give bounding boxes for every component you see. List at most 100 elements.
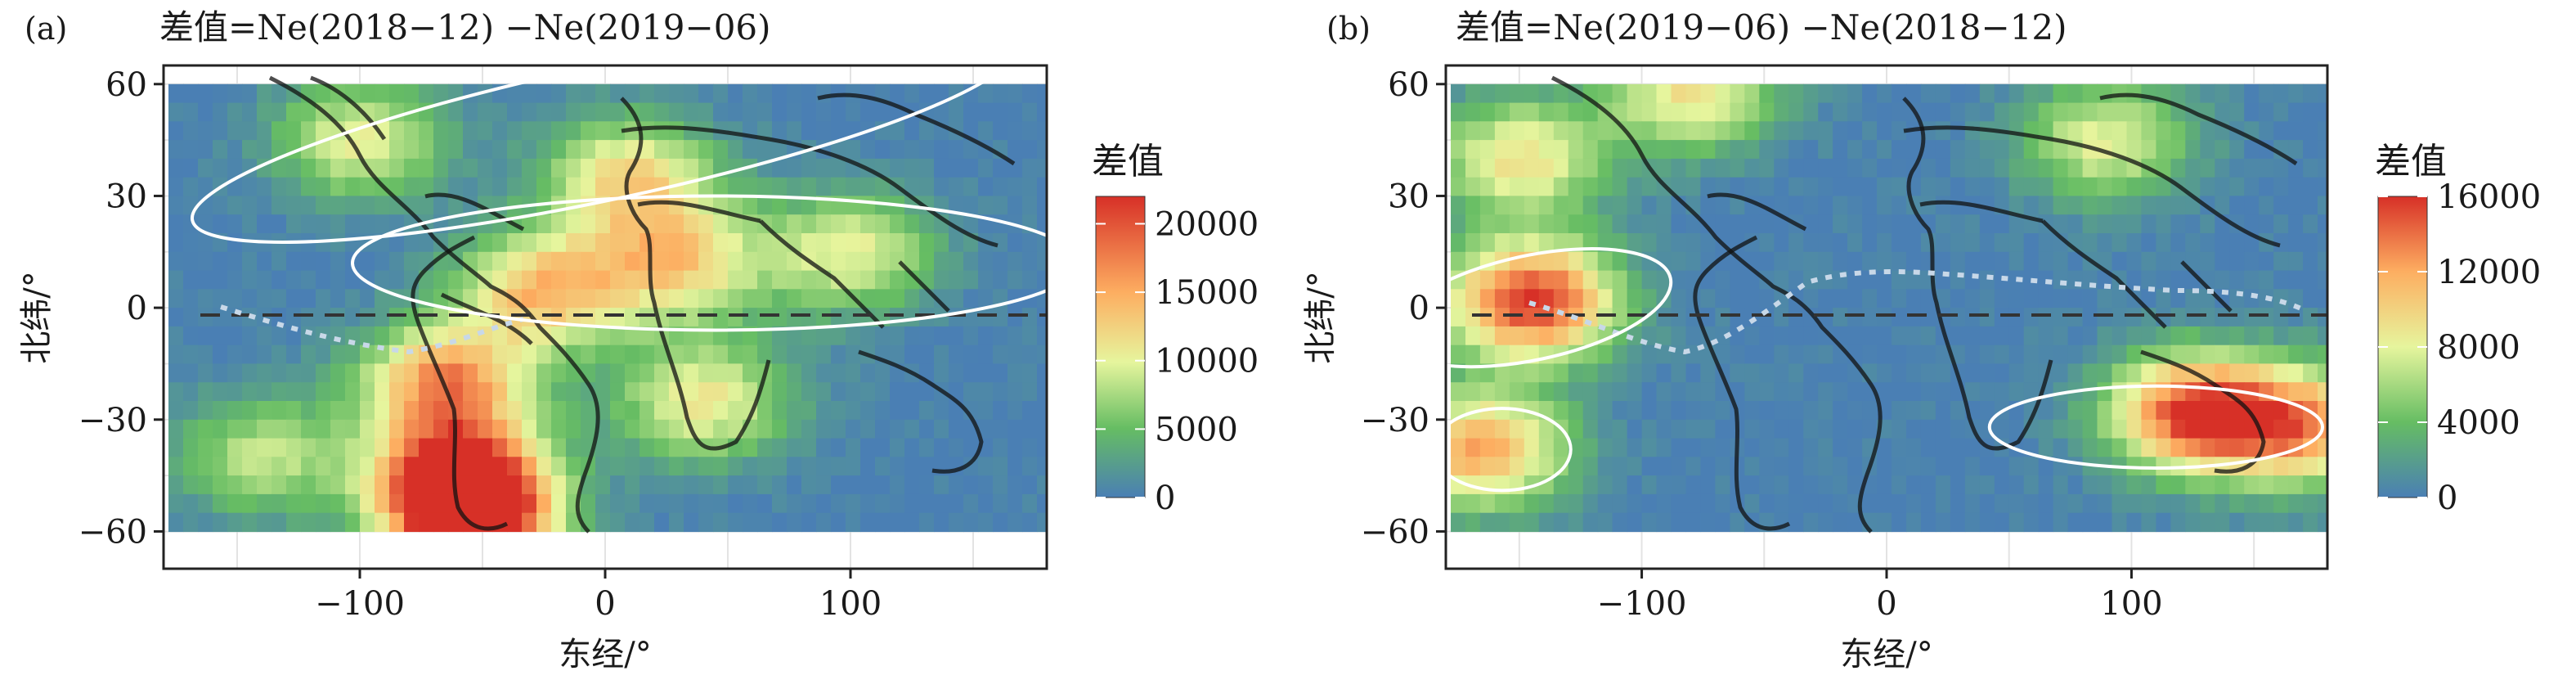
heatmap-cell — [316, 158, 331, 178]
heatmap-cell — [743, 512, 758, 533]
heatmap-cell — [419, 121, 434, 141]
heatmap-cell — [330, 102, 346, 122]
heatmap-cell — [816, 401, 832, 421]
heatmap-cell — [919, 177, 935, 197]
heatmap-cell — [698, 270, 714, 290]
heatmap-cell — [522, 457, 537, 476]
heatmap-cell — [581, 345, 596, 365]
heatmap-cell — [816, 419, 832, 439]
heatmap-cell — [1950, 326, 1966, 346]
heatmap-cell — [1715, 401, 1730, 421]
heatmap-cell — [507, 121, 523, 141]
heatmap-cell — [1612, 308, 1628, 327]
heatmap-cell — [801, 214, 817, 234]
heatmap-cell — [286, 326, 302, 346]
heatmap-cell — [581, 177, 596, 197]
heatmap-cell — [2067, 512, 2084, 533]
heatmap-cell — [198, 401, 213, 421]
heatmap-cell — [2273, 83, 2289, 104]
heatmap-cell — [1964, 289, 1981, 308]
heatmap-cell — [257, 419, 272, 439]
heatmap-cell — [1479, 475, 1496, 495]
heatmap-cell — [978, 308, 994, 327]
heatmap-cell — [640, 363, 655, 383]
heatmap-cell — [1037, 102, 1047, 122]
heatmap-cell — [522, 233, 537, 253]
heatmap-cell — [713, 214, 729, 234]
heatmap-cell — [1847, 121, 1863, 141]
heatmap-cell — [1774, 270, 1789, 290]
heatmap-cell — [2215, 158, 2230, 178]
heatmap-cell — [993, 121, 1008, 141]
heatmap-cell — [419, 308, 434, 327]
heatmap-cell — [1906, 270, 1922, 290]
heatmap-cell — [345, 196, 361, 215]
heatmap-cell — [566, 401, 581, 421]
heatmap-cell — [1465, 382, 1481, 402]
heatmap-cell — [846, 196, 861, 215]
heatmap-cell — [1979, 83, 1995, 104]
heatmap-cell — [1759, 214, 1775, 234]
heatmap-cell — [654, 457, 670, 476]
heatmap-cell — [831, 177, 846, 197]
heatmap-cell — [743, 493, 758, 514]
heatmap-cell — [1979, 493, 1995, 514]
heatmap-cell — [227, 251, 243, 272]
heatmap-cell — [993, 363, 1008, 383]
heatmap-cell — [625, 326, 640, 346]
heatmap-cell — [1920, 177, 1936, 197]
heatmap-cell — [1964, 102, 1981, 122]
heatmap-cell — [801, 289, 817, 308]
heatmap-cell — [2008, 512, 2025, 533]
heatmap-cell — [713, 308, 729, 327]
heatmap-cell — [963, 363, 979, 383]
heatmap-cell — [301, 326, 316, 346]
heatmap-cell — [330, 438, 346, 457]
heatmap-cell — [1994, 419, 2010, 439]
heatmap-cell — [757, 419, 773, 439]
heatmap-cell — [684, 457, 699, 476]
heatmap-cell — [360, 308, 375, 327]
heatmap-cell — [875, 251, 891, 272]
heatmap-cell — [1037, 363, 1047, 383]
heatmap-cell — [404, 345, 420, 365]
heatmap-cell — [669, 83, 684, 104]
heatmap-cell — [2097, 345, 2113, 365]
heatmap-cell — [787, 251, 802, 272]
heatmap-cell — [2318, 158, 2327, 178]
heatmap-cell — [551, 83, 567, 104]
heatmap-cell — [713, 382, 729, 402]
heatmap-cell — [1892, 401, 1907, 421]
heatmap-cell — [433, 251, 449, 272]
heatmap-cell — [978, 270, 994, 290]
heatmap-cell — [787, 270, 802, 290]
heatmap-cell — [831, 289, 846, 308]
heatmap-cell — [875, 140, 891, 160]
heatmap-cell — [2023, 308, 2040, 327]
heatmap-cell — [904, 401, 920, 421]
heatmap-cell — [801, 121, 817, 141]
heatmap-cell — [2259, 512, 2274, 533]
heatmap-cell — [1022, 140, 1038, 160]
heatmap-cell — [581, 214, 596, 234]
heatmap-cell — [2229, 233, 2245, 253]
heatmap-cell — [375, 289, 390, 308]
heatmap-cell — [787, 493, 802, 514]
heatmap-cell — [890, 493, 905, 514]
heatmap-cell — [728, 493, 743, 514]
heatmap-cell — [330, 475, 346, 495]
heatmap-cell — [1964, 270, 1981, 290]
heatmap-cell — [257, 382, 272, 402]
heatmap-cell — [669, 457, 684, 476]
heatmap-cell — [492, 251, 508, 272]
heatmap-cell — [2229, 158, 2245, 178]
heatmap-cell — [669, 140, 684, 160]
heatmap-cell — [772, 196, 788, 215]
heatmap-cell — [1494, 102, 1510, 122]
heatmap-cell — [1008, 83, 1023, 104]
heatmap-cell — [1568, 270, 1584, 290]
heatmap-cell — [978, 326, 994, 346]
heatmap-cell — [846, 457, 861, 476]
heatmap-cell — [949, 345, 964, 365]
heatmap-cell — [669, 308, 684, 327]
